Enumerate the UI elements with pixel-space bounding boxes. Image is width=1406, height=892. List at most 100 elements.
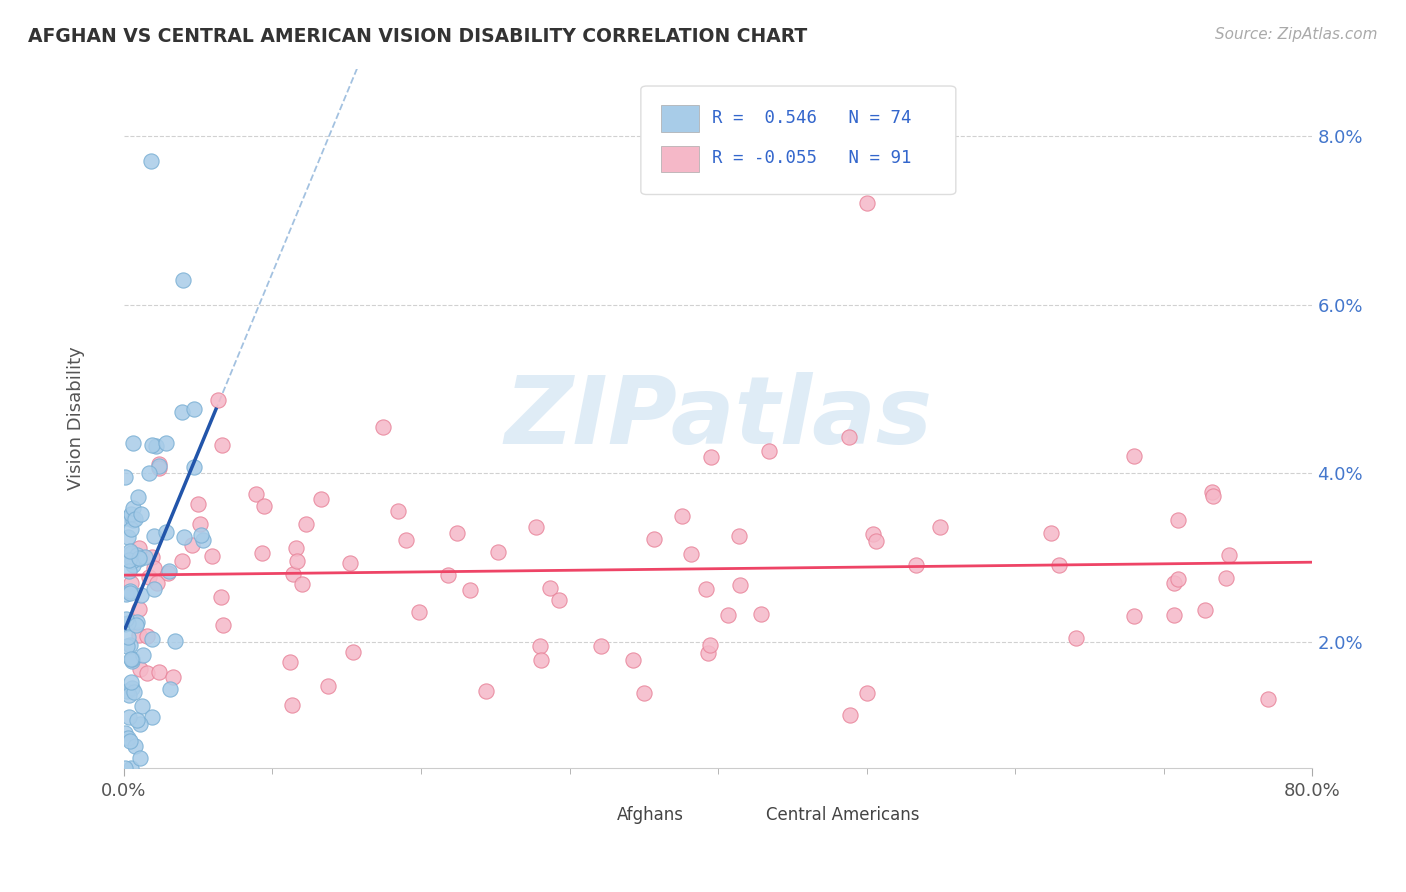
Point [696,646,718,660]
Point [621,653,644,667]
Text: ZIPatlas: ZIPatlas [503,373,932,465]
Point [125,549,148,563]
Point [128,551,150,566]
FancyBboxPatch shape [582,806,609,826]
Point [187,497,209,511]
Point [131,698,153,713]
Point [121,652,143,666]
Point [120,522,142,536]
Point [395,533,418,547]
Point [114,762,136,776]
Point [124,512,146,526]
Point [148,457,170,471]
Point [120,762,142,776]
Point [1215,571,1237,585]
Point [148,461,170,475]
Point [207,392,229,407]
Point [122,513,145,527]
Point [122,558,145,572]
Point [200,549,222,563]
Point [283,566,305,581]
FancyBboxPatch shape [641,86,956,194]
Point [135,629,157,643]
Point [129,717,152,731]
Point [159,681,181,696]
Point [728,578,751,592]
Point [114,470,136,484]
FancyBboxPatch shape [730,806,758,826]
Point [253,499,276,513]
Point [129,662,152,676]
Point [1201,489,1223,503]
Point [157,564,180,578]
Point [129,588,152,602]
Point [295,517,318,532]
Point [1163,607,1185,622]
Point [408,606,430,620]
Point [212,618,235,632]
Point [548,593,571,607]
Point [114,587,136,601]
Point [1047,558,1070,573]
Point [1163,576,1185,591]
Point [114,726,136,740]
Point [446,526,468,541]
Point [138,570,160,584]
Point [589,639,612,653]
Point [172,273,194,287]
Point [250,546,273,560]
Point [529,653,551,667]
Point [117,731,139,745]
Point [717,607,740,622]
Point [125,618,148,632]
Point [855,685,877,699]
Point [143,561,166,575]
Point [1066,631,1088,645]
Point [679,548,702,562]
Point [120,576,142,591]
Point [115,511,138,525]
Point [125,713,148,727]
Point [114,617,136,632]
Point [143,582,166,597]
Point [117,630,139,644]
Point [118,710,141,724]
Point [127,615,149,630]
Point [373,420,395,434]
Point [1194,603,1216,617]
Point [115,684,138,698]
Point [120,734,142,748]
Point [134,549,156,564]
FancyBboxPatch shape [661,105,699,131]
Point [127,491,149,505]
Point [285,554,308,568]
Point [117,616,139,631]
Point [120,675,142,690]
Point [121,501,143,516]
Point [1201,484,1223,499]
Point [118,553,141,567]
Point [141,550,163,565]
Point [118,564,141,578]
Point [284,541,307,555]
Point [121,681,143,695]
Text: AFGHAN VS CENTRAL AMERICAN VISION DISABILITY CORRELATION CHART: AFGHAN VS CENTRAL AMERICAN VISION DISABI… [28,27,807,45]
Text: R =  0.546   N = 74: R = 0.546 N = 74 [713,109,911,127]
Point [141,709,163,723]
Point [699,638,721,652]
Point [1039,526,1062,541]
Point [280,698,302,712]
Point [1123,450,1146,464]
Point [671,509,693,524]
Point [458,583,481,598]
Point [156,566,179,580]
Point [128,541,150,555]
Point [120,651,142,665]
Point [132,648,155,663]
Point [865,534,887,549]
Point [1167,572,1189,586]
Point [120,546,142,560]
Text: Afghans: Afghans [617,806,685,824]
Point [524,519,547,533]
Point [529,639,551,653]
